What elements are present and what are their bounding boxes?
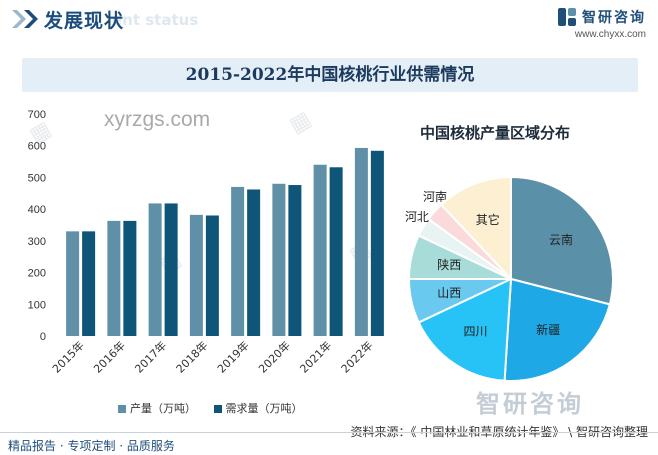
bar-production (148, 203, 162, 336)
section-title: 发展现状 (44, 10, 125, 32)
bar-production (231, 186, 245, 336)
bar-demand (370, 150, 384, 336)
legend-label-production: 产量（万吨） (130, 402, 196, 415)
y-tick-label: 500 (28, 172, 46, 184)
header: ent status 发展现状 智研咨询 www.chyxx.com (0, 0, 658, 44)
double-chevron-icon (12, 10, 38, 28)
brand-logo-icon (557, 7, 576, 26)
legend-item-production: 产量（万吨） (118, 400, 196, 416)
bar-production (354, 147, 368, 336)
pie-slice (510, 175, 614, 306)
pie-slice-label: 四川 (463, 324, 487, 338)
bottom-watermark-logo: 智研咨询 (476, 390, 584, 418)
y-tick-label: 400 (28, 204, 46, 216)
y-tick-label: 600 (28, 141, 46, 153)
y-tick-label: 300 (28, 236, 46, 248)
bar-production (66, 231, 80, 336)
brand: 智研咨询 www.chyxx.com (557, 6, 646, 40)
pie-slice-label: 陕西 (437, 257, 461, 272)
bar-production (189, 214, 203, 336)
x-tick-label: 2020年 (256, 338, 293, 375)
bar-demand (123, 220, 137, 336)
legend-swatch-demand (213, 405, 222, 413)
bar-demand (164, 203, 178, 336)
pie-slice (417, 277, 513, 382)
x-tick-label: 2022年 (338, 338, 375, 375)
bar-production (107, 220, 121, 336)
x-tick-label: 2017年 (132, 338, 169, 375)
watermark-text: xyrzgs.com (104, 108, 211, 131)
brand-url: www.chyxx.com (574, 28, 646, 40)
pie-title: 中国核桃产量区域分布 (420, 124, 571, 142)
pie-slice-label: 新疆 (536, 322, 560, 337)
pie-slice-label: 山西 (437, 286, 461, 300)
y-tick-label: 200 (28, 268, 46, 280)
pie-slice-label: 云南 (549, 232, 573, 247)
brand-name: 智研咨询 (582, 9, 646, 26)
x-tick-label: 2019年 (214, 338, 251, 375)
x-tick-label: 2021年 (297, 338, 334, 375)
bar-demand (288, 185, 302, 336)
pie-slice (439, 175, 512, 282)
bar-production (313, 164, 327, 336)
footer-divider (0, 432, 658, 433)
bar-demand (247, 189, 261, 336)
pie-slice-label: 河南 (423, 189, 447, 204)
x-tick-label: 2018年 (173, 338, 210, 375)
bar-legend: 产量（万吨） 需求量（万吨） (118, 400, 317, 416)
bar-demand (329, 167, 343, 336)
y-tick-label: 100 (28, 299, 46, 311)
y-tick-label: 0 (40, 331, 46, 343)
pie-slice (503, 277, 612, 382)
legend-label-demand: 需求量（万吨） (225, 402, 303, 415)
pie-slice-label: 其它 (476, 212, 500, 227)
legend-swatch-production (118, 405, 126, 413)
bar-demand (82, 231, 96, 336)
pie-slice-label: 河北 (405, 210, 429, 224)
y-tick-label: 700 (28, 109, 46, 121)
chart-title: 2015-2022年中国核桃行业供需情况 (22, 58, 638, 92)
bar-production (272, 183, 286, 336)
legend-item-demand: 需求量（万吨） (213, 400, 303, 416)
x-tick-label: 2015年 (49, 338, 86, 375)
footer-slogan: 精品报告 · 专项定制 · 品质服务 (8, 439, 175, 453)
x-tick-label: 2016年 (91, 338, 128, 375)
section-subtitle-en: ent status (112, 11, 199, 29)
bar-demand (205, 215, 219, 336)
